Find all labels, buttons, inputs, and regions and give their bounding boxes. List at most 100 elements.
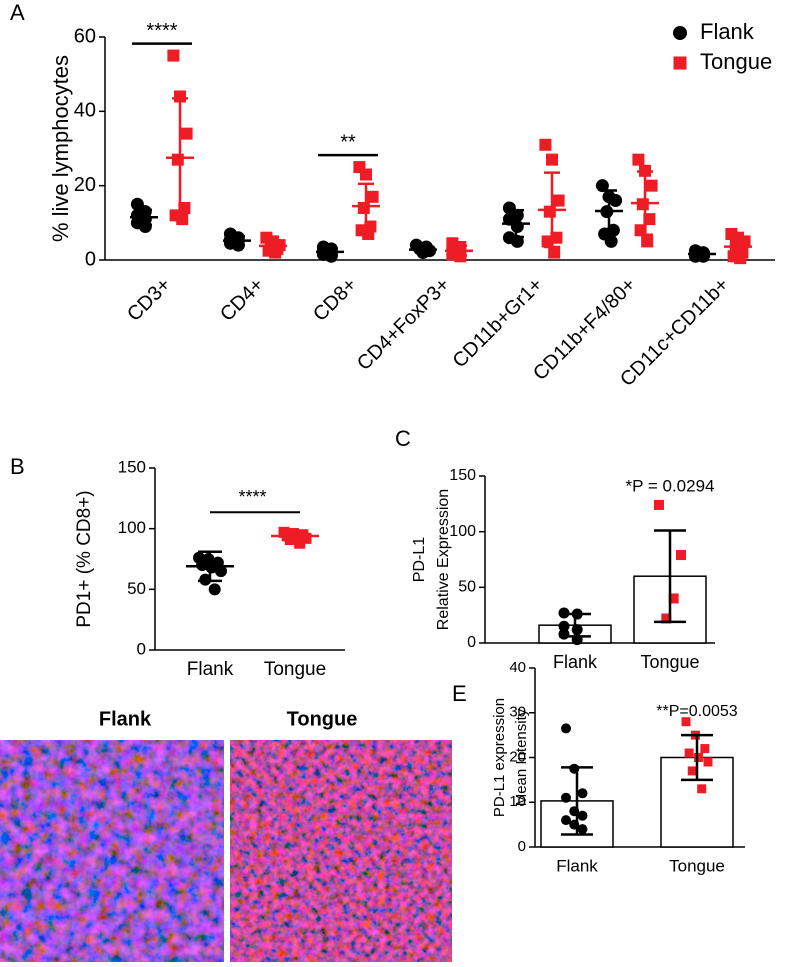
point [654,499,664,510]
point [734,252,747,265]
y-tick-label: 40 [509,659,526,676]
x-tick-label: Tongue [669,856,725,875]
point [548,246,561,259]
y-tick-label: 0 [467,634,476,651]
point [546,153,558,166]
image-title: Flank [99,708,152,730]
point [645,179,658,192]
y-tick-label: 0 [85,248,96,270]
y-tick-label: 0 [518,838,526,855]
panel-letter: B [10,454,25,479]
x-tick-label: CD3+ [123,274,175,326]
point [362,227,375,240]
point [609,194,623,208]
y-tick-label: 150 [118,457,146,476]
x-tick-label: CD4+ [216,274,268,326]
panel-letter: C [395,426,411,451]
x-tick-label: Flank [553,652,598,672]
point [577,788,588,799]
legend-marker [673,56,687,70]
y-tick-label: 0 [137,639,146,658]
y-axis-label: % live lymphocytes [48,55,73,242]
panel-letter: A [10,0,25,25]
panel-letter: E [452,681,467,706]
x-tick-label: CD8+ [309,274,361,326]
point [541,235,554,248]
point [595,179,609,193]
point [294,537,306,549]
y-tick-label: 100 [118,518,146,537]
point [138,220,152,234]
y-axis-label: Relative Expression [435,489,452,630]
p-value-label: **P=0.0053 [656,703,738,720]
x-tick-label: Tongue [640,652,699,672]
point [539,138,552,151]
point [357,201,370,214]
point [571,624,583,636]
point [676,550,686,561]
micrograph [0,740,224,962]
point [694,753,704,762]
x-tick-label: Tongue [264,659,326,680]
point [634,224,647,237]
y-axis-label: PD-L1 [411,537,428,582]
point [208,583,221,596]
significance-label: **** [146,20,177,42]
point [681,717,691,727]
point [171,153,184,166]
point [561,723,571,734]
y-tick-label: 40 [74,100,96,122]
point [641,235,654,248]
y-tick-label: 150 [449,467,476,484]
point [510,220,524,234]
legend-label: Tongue [700,49,772,74]
point [558,628,570,640]
point [215,565,227,578]
x-tick-label: Flank [556,856,598,875]
point [552,194,565,207]
y-axis-label: PD-L1 expression [491,698,508,817]
point [632,153,645,166]
point [703,757,713,767]
point [561,792,571,803]
y-tick-label: 30 [509,704,526,721]
point [558,620,570,632]
significance-label: **** [238,487,266,507]
point [687,766,697,776]
y-axis-label: PD1+ (% CD8+) [74,490,95,627]
point [176,213,189,226]
x-tick-label: CD11b+Gr1+ [449,274,548,373]
point [180,127,193,140]
y-tick-label: 50 [127,579,146,598]
point [577,810,588,821]
point [167,49,180,62]
point [668,593,679,604]
legend-label: Flank [700,19,755,44]
point [360,168,372,181]
y-tick-label: 10 [509,793,526,810]
point [697,784,707,794]
p-value-label: *P = 0.0294 [625,476,714,495]
point [543,205,556,218]
y-axis-label: Mean Intensity [513,708,530,806]
point [661,613,672,624]
point [561,815,571,826]
image-title: Tongue [287,708,358,730]
x-tick-label: CD4+FoxP3+ [353,274,454,375]
significance-label: ** [340,131,356,153]
y-tick-label: 20 [509,748,526,765]
point [604,234,618,248]
legend-marker [673,26,687,40]
point [684,748,694,758]
point [700,744,710,754]
point [366,190,379,203]
y-tick-label: 100 [449,523,476,540]
y-tick-label: 50 [458,579,476,596]
point [577,824,588,835]
micrograph [230,740,452,962]
y-tick-label: 60 [74,25,96,47]
point [643,213,656,226]
x-tick-label: Flank [187,659,234,680]
